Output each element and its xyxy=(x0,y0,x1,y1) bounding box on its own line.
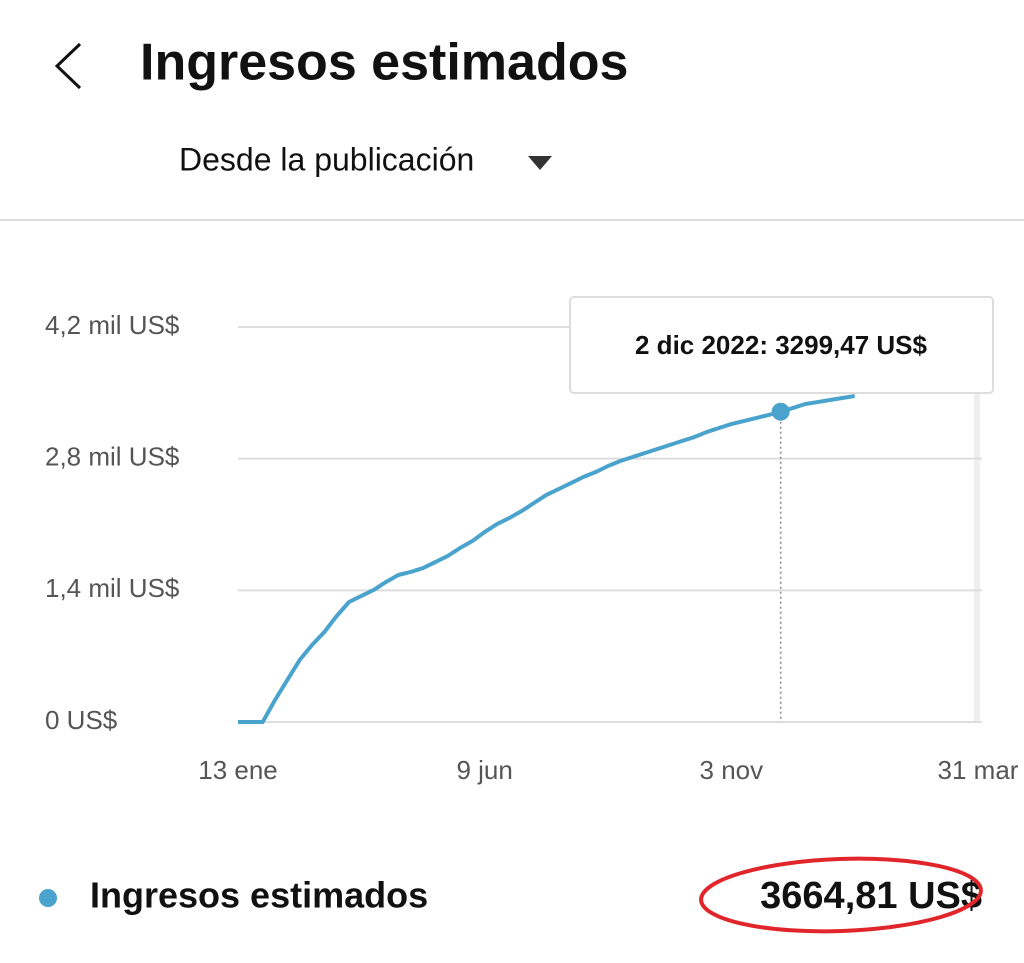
x-tick-label: 31 mar xyxy=(938,755,1019,785)
y-tick-label: 4,2 mil US$ xyxy=(45,310,180,340)
total-value: 3664,81 US$ xyxy=(760,875,982,917)
highlight-circle xyxy=(699,856,983,934)
back-button[interactable] xyxy=(54,42,82,90)
y-tick-label: 2,8 mil US$ xyxy=(45,442,180,472)
line-series xyxy=(238,394,855,724)
scroll-edge xyxy=(974,390,980,722)
x-tick-label: 3 nov xyxy=(700,755,764,785)
page-title: Ingresos estimados xyxy=(140,34,628,92)
tooltip-box xyxy=(569,296,994,394)
y-tick-label: 0 US$ xyxy=(45,705,118,735)
legend-marker xyxy=(39,889,57,907)
x-tick-label: 9 jun xyxy=(456,755,512,785)
highlighted-point xyxy=(771,402,790,421)
y-tick-label: 1,4 mil US$ xyxy=(45,573,180,603)
chart: 0 US$ 1,4 mil US$ 2,8 mil US$ 4,2 mil US$ 13… xyxy=(45,296,1019,785)
tooltip-text: 2 dic 2022: 3299,47 US$ xyxy=(635,330,928,360)
x-tick-label: 13 ene xyxy=(198,755,278,785)
legend-label: Ingresos estimados xyxy=(90,875,428,916)
date-range-dropdown[interactable]: Desde la publicación xyxy=(179,141,474,177)
dropdown-arrow[interactable] xyxy=(528,156,552,170)
